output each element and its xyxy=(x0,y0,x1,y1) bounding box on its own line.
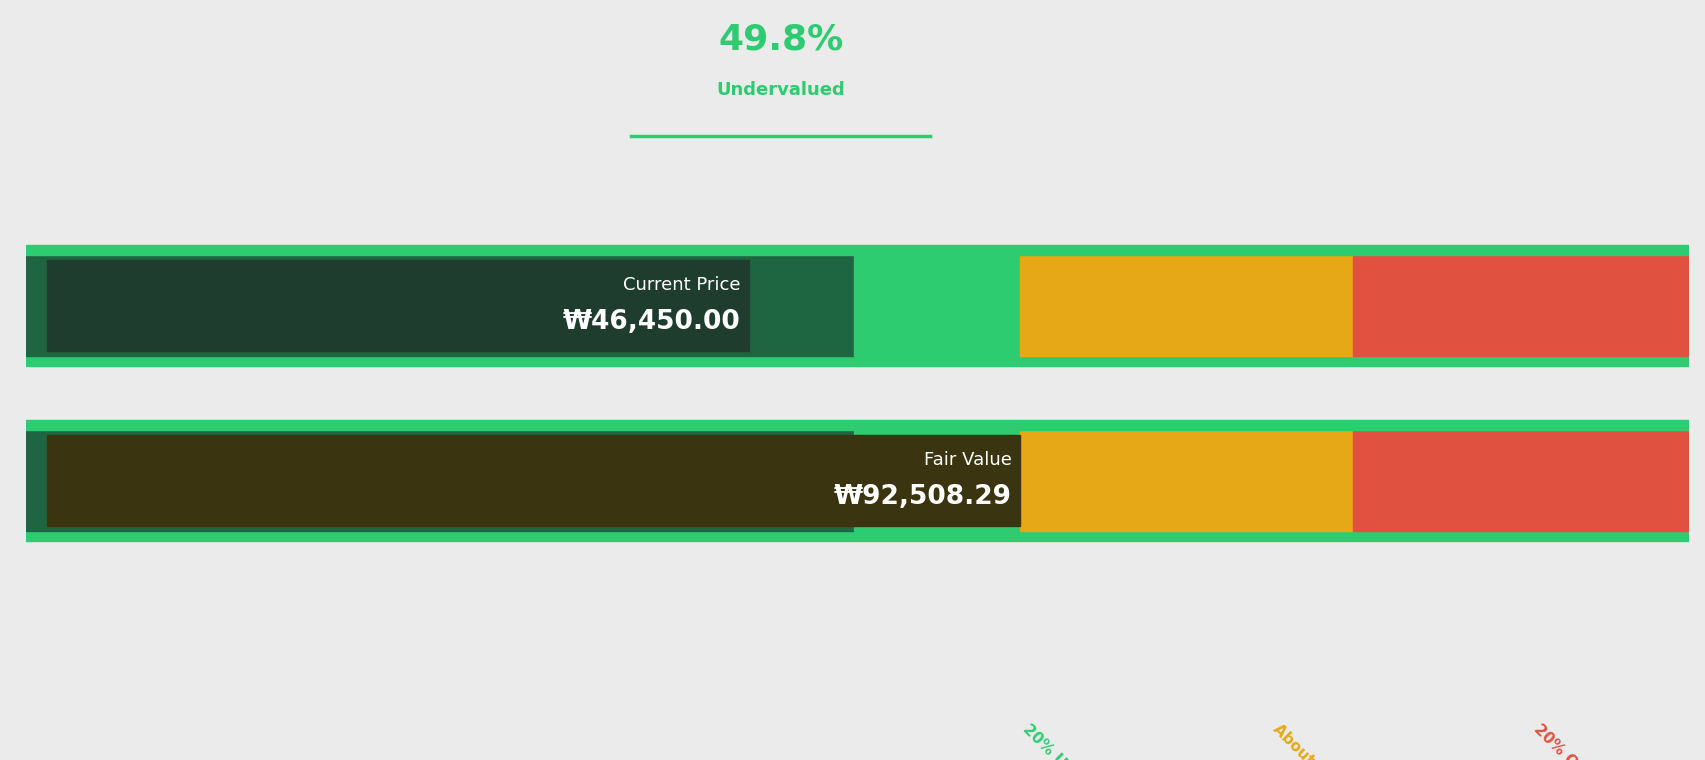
Bar xyxy=(48,259,748,351)
Bar xyxy=(854,429,1020,531)
Bar xyxy=(854,255,1020,356)
Text: 20% Undervalued: 20% Undervalued xyxy=(1020,721,1137,760)
Bar xyxy=(26,245,1688,255)
Text: ₩46,450.00: ₩46,450.00 xyxy=(563,309,740,334)
Bar xyxy=(48,435,1020,526)
Bar xyxy=(26,420,1688,429)
Bar xyxy=(1352,429,1688,531)
Text: Current Price: Current Price xyxy=(622,276,740,294)
Bar xyxy=(26,356,1688,366)
Bar xyxy=(26,429,854,531)
Text: ₩92,508.29: ₩92,508.29 xyxy=(834,484,1011,510)
Bar xyxy=(1020,255,1352,356)
Bar xyxy=(26,531,1688,541)
Text: Fair Value: Fair Value xyxy=(924,451,1011,469)
Text: 20% Overvalued: 20% Overvalued xyxy=(1529,721,1640,760)
Bar xyxy=(26,255,854,356)
Text: Undervalued: Undervalued xyxy=(716,81,844,99)
Text: 49.8%: 49.8% xyxy=(718,22,842,56)
Bar xyxy=(1020,429,1352,531)
Bar xyxy=(1352,255,1688,356)
Text: About Right: About Right xyxy=(1269,721,1352,760)
